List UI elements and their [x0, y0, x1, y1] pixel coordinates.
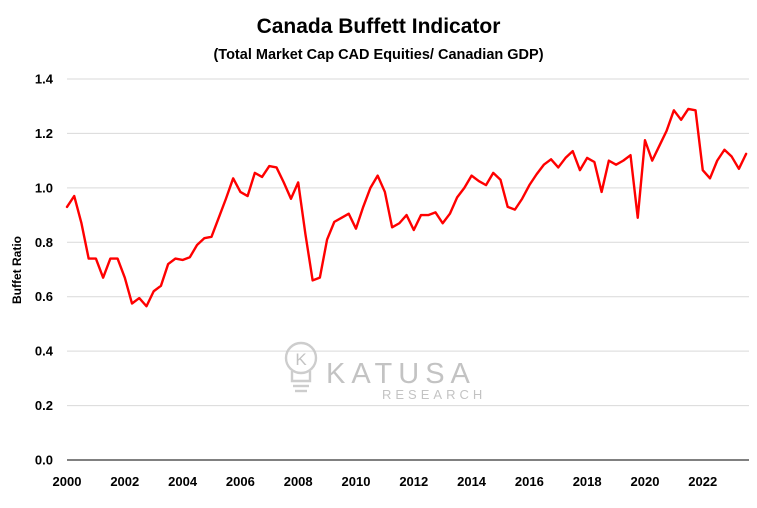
y-tick-label: 0.6: [35, 289, 53, 304]
series-layer: [65, 107, 748, 308]
x-axis-ticks: 2000 2002 2004 2006 2008 2010 2012 2014 2016 2018…: [53, 474, 718, 489]
x-tick-label: 2016: [515, 474, 544, 489]
x-tick-label: 2022: [688, 474, 717, 489]
lightbulb-logo-icon: K: [284, 341, 318, 393]
x-tick-label: 2002: [110, 474, 139, 489]
katusa-watermark: K KATUSA RESEARCH: [284, 341, 486, 402]
y-tick-label: 1.0: [35, 180, 53, 195]
y-tick-label: 0.4: [35, 344, 54, 359]
logo-initial: K: [295, 350, 307, 369]
x-tick-label: 2020: [631, 474, 660, 489]
chart-subtitle: (Total Market Cap CAD Equities/ Canadian…: [213, 47, 543, 63]
y-tick-label: 0.0: [35, 453, 53, 468]
y-axis-ticks: 0.0 0.2 0.4 0.6 0.8 1.0 1.2 1.4: [35, 72, 54, 468]
series-line: [65, 107, 748, 308]
gridlines: [67, 78, 749, 407]
y-tick-label: 1.2: [35, 126, 53, 141]
x-tick-label: 2014: [457, 474, 487, 489]
x-tick-label: 2000: [53, 474, 82, 489]
watermark-brand: KATUSA: [326, 358, 476, 390]
y-axis-title: Buffet Ratio: [10, 236, 24, 304]
x-tick-label: 2010: [342, 474, 371, 489]
x-tick-label: 2004: [168, 474, 198, 489]
x-tick-label: 2008: [284, 474, 313, 489]
x-tick-label: 2012: [399, 474, 428, 489]
y-tick-label: 0.2: [35, 398, 53, 413]
watermark-subtitle: RESEARCH: [382, 387, 486, 402]
x-tick-label: 2006: [226, 474, 255, 489]
chart-title: Canada Buffett Indicator: [257, 15, 501, 38]
y-tick-label: 1.4: [35, 72, 54, 87]
x-tick-label: 2018: [573, 474, 602, 489]
y-tick-label: 0.8: [35, 235, 53, 250]
